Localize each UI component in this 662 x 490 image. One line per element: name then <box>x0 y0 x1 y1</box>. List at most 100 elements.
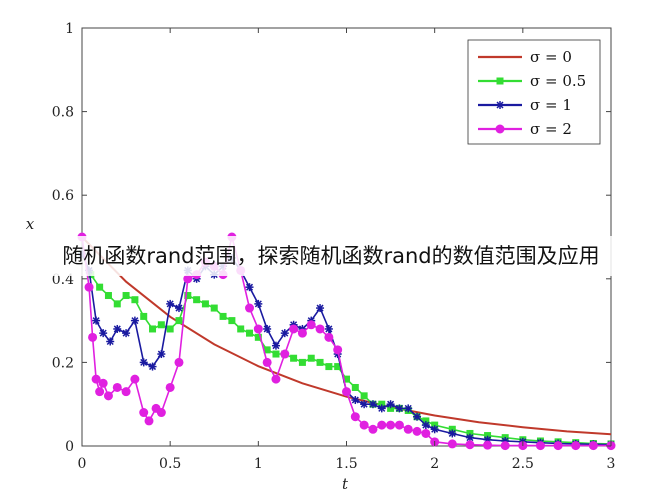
data-point <box>448 425 456 433</box>
data-point <box>360 400 369 409</box>
data-point <box>113 324 122 333</box>
data-point <box>280 329 289 338</box>
data-point <box>571 441 581 451</box>
data-point <box>140 312 148 320</box>
legend-entry: σ = 2 <box>478 120 572 138</box>
data-point <box>290 354 298 362</box>
data-point <box>175 317 183 325</box>
legend-entry: σ = 1 <box>478 96 572 114</box>
data-point <box>254 299 263 308</box>
data-point <box>484 432 492 440</box>
data-point <box>421 421 430 430</box>
data-point <box>99 329 108 338</box>
y-tick-label: 0 <box>65 439 74 455</box>
data-point <box>342 387 351 397</box>
data-point <box>351 383 359 391</box>
data-point <box>193 296 201 304</box>
data-point <box>130 316 139 325</box>
data-point <box>95 387 105 397</box>
data-point <box>149 325 157 333</box>
data-point <box>350 412 360 422</box>
legend-entry: σ = 0.5 <box>478 72 586 90</box>
legend-label: σ = 1 <box>530 96 572 114</box>
data-point <box>422 417 430 425</box>
data-point <box>104 292 112 300</box>
series-0 <box>81 236 612 436</box>
data-point <box>157 321 165 329</box>
data-point <box>298 358 306 366</box>
y-axis-label: x <box>26 215 35 233</box>
data-point <box>553 441 563 451</box>
y-tick-label: 1 <box>65 21 74 37</box>
series-line <box>81 236 612 436</box>
x-tick-label: 2.5 <box>512 456 534 472</box>
data-point <box>325 363 333 371</box>
data-point <box>174 357 184 367</box>
data-point <box>263 324 272 333</box>
series-layer <box>77 232 616 451</box>
data-point <box>289 324 299 334</box>
y-tick-label: 0.8 <box>52 105 74 121</box>
data-point <box>131 296 139 304</box>
data-point <box>447 439 457 449</box>
data-point <box>334 363 342 371</box>
legend-entry: σ = 0 <box>478 48 572 66</box>
data-point <box>254 333 262 341</box>
data-point <box>431 421 439 429</box>
data-point <box>413 412 422 421</box>
data-point <box>113 300 121 308</box>
data-point <box>246 329 254 337</box>
data-point <box>237 325 245 333</box>
series-3 <box>77 232 616 451</box>
data-point <box>156 408 166 418</box>
data-point <box>403 424 413 434</box>
data-point <box>324 324 333 333</box>
data-point <box>103 391 113 401</box>
data-point <box>466 429 474 437</box>
legend-swatch-marker <box>495 124 505 134</box>
data-point <box>139 408 149 418</box>
data-point <box>316 304 325 313</box>
legend-label: σ = 2 <box>530 120 572 138</box>
data-point <box>377 420 387 430</box>
data-point <box>271 341 280 350</box>
data-point <box>483 440 493 450</box>
x-tick-label: 3 <box>607 456 616 472</box>
data-point <box>280 349 290 359</box>
data-point <box>228 317 236 325</box>
data-point <box>157 350 166 359</box>
data-point <box>183 274 193 284</box>
data-point <box>263 346 271 354</box>
data-point <box>92 316 101 325</box>
y-tick-label: 0.6 <box>52 188 74 204</box>
data-point <box>535 441 545 451</box>
data-point <box>307 354 315 362</box>
data-point <box>343 375 350 383</box>
data-point <box>500 441 510 451</box>
data-point <box>316 358 324 366</box>
data-point <box>378 400 386 408</box>
data-point <box>306 320 316 330</box>
x-axis-label: t <box>342 475 349 490</box>
data-point <box>421 428 431 438</box>
data-point <box>174 304 183 313</box>
data-point <box>219 312 227 320</box>
data-point <box>84 282 94 292</box>
legend-label: σ = 0.5 <box>530 72 586 90</box>
data-point <box>262 357 272 367</box>
data-point <box>245 303 255 313</box>
data-point <box>386 400 395 409</box>
data-point <box>465 440 475 450</box>
data-point <box>271 374 281 384</box>
y-tick-label: 0.2 <box>52 355 74 371</box>
data-point <box>165 382 175 392</box>
data-point <box>122 292 130 300</box>
data-point <box>297 328 307 338</box>
data-point <box>368 424 378 434</box>
data-point <box>245 283 254 292</box>
data-point <box>121 387 131 397</box>
data-point <box>96 283 104 291</box>
data-point <box>333 345 343 355</box>
data-point <box>377 404 386 413</box>
data-point <box>148 362 157 371</box>
